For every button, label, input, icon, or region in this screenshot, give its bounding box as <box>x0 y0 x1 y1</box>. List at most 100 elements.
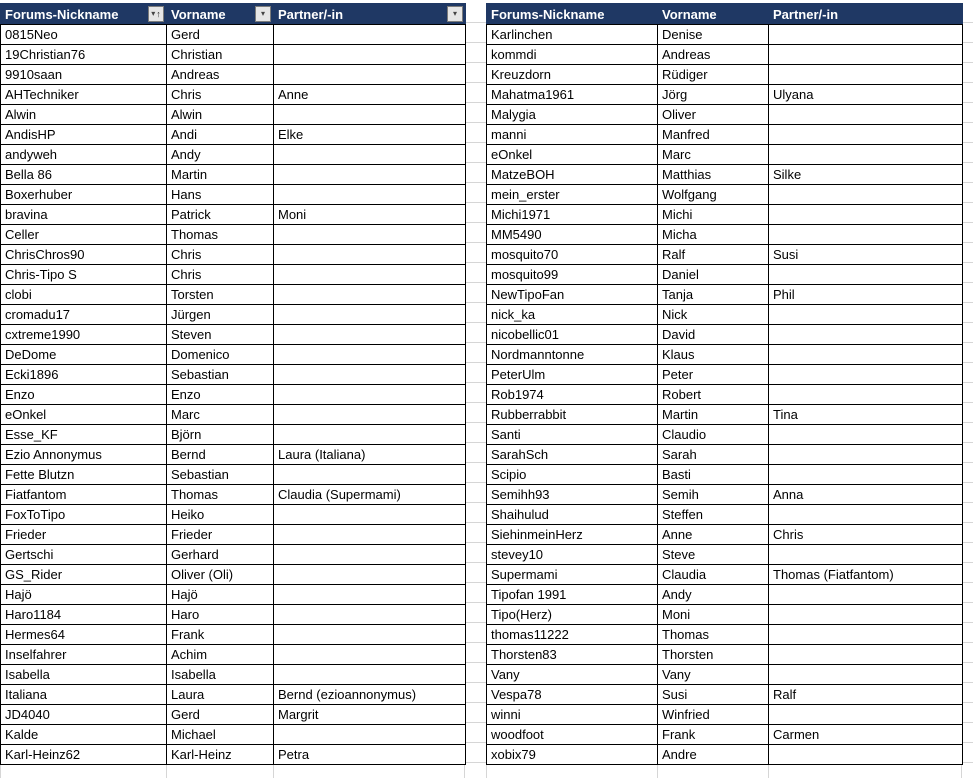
partner-cell[interactable]: Ralf <box>768 684 963 705</box>
nickname-cell[interactable]: Michi1971 <box>486 204 658 225</box>
partner-cell[interactable] <box>273 364 466 385</box>
nickname-cell[interactable]: Haro1184 <box>0 604 167 625</box>
vorname-cell[interactable]: Björn <box>166 424 274 445</box>
vorname-cell[interactable]: Haro <box>166 604 274 625</box>
nickname-cell[interactable]: Santi <box>486 424 658 445</box>
vorname-cell[interactable]: Susi <box>657 684 769 705</box>
partner-cell[interactable] <box>273 104 466 125</box>
vorname-cell[interactable]: Matthias <box>657 164 769 185</box>
nickname-cell[interactable]: FoxToTipo <box>0 504 167 525</box>
nickname-cell[interactable]: xobix79 <box>486 744 658 765</box>
partner-cell[interactable] <box>273 144 466 165</box>
vorname-cell[interactable]: Oliver (Oli) <box>166 564 274 585</box>
vorname-cell[interactable]: Gerd <box>166 24 274 45</box>
vorname-cell[interactable]: Hajö <box>166 584 274 605</box>
vorname-cell[interactable]: Steve <box>657 544 769 565</box>
column-header-partner[interactable]: Partner/-in <box>768 3 963 25</box>
partner-cell[interactable]: Ulyana <box>768 84 963 105</box>
nickname-cell[interactable]: SiehinmeinHerz <box>486 524 658 545</box>
partner-cell[interactable] <box>768 444 963 465</box>
nickname-cell[interactable]: 0815Neo <box>0 24 167 45</box>
nickname-cell[interactable]: Rob1974 <box>486 384 658 405</box>
partner-cell[interactable] <box>768 184 963 205</box>
partner-cell[interactable] <box>768 144 963 165</box>
partner-cell[interactable] <box>273 584 466 605</box>
partner-cell[interactable] <box>273 724 466 745</box>
nickname-cell[interactable]: Kreuzdorn <box>486 64 658 85</box>
vorname-cell[interactable]: Vany <box>657 664 769 685</box>
vorname-cell[interactable]: Chris <box>166 84 274 105</box>
nickname-cell[interactable]: JD4040 <box>0 704 167 725</box>
partner-cell[interactable] <box>768 324 963 345</box>
nickname-cell[interactable]: mosquito99 <box>486 264 658 285</box>
nickname-cell[interactable]: Shaihulud <box>486 504 658 525</box>
nickname-cell[interactable]: MM5490 <box>486 224 658 245</box>
partner-cell[interactable] <box>768 744 963 765</box>
vorname-cell[interactable]: Moni <box>657 604 769 625</box>
vorname-cell[interactable]: Christian <box>166 44 274 65</box>
vorname-cell[interactable]: Steven <box>166 324 274 345</box>
vorname-cell[interactable]: Thorsten <box>657 644 769 665</box>
vorname-cell[interactable]: Martin <box>657 404 769 425</box>
vorname-cell[interactable]: Semih <box>657 484 769 505</box>
nickname-cell[interactable]: AHTechniker <box>0 84 167 105</box>
partner-cell[interactable] <box>273 604 466 625</box>
vorname-cell[interactable]: Klaus <box>657 344 769 365</box>
partner-cell[interactable] <box>273 564 466 585</box>
partner-cell[interactable]: Silke <box>768 164 963 185</box>
vorname-cell[interactable]: Heiko <box>166 504 274 525</box>
vorname-cell[interactable]: Daniel <box>657 264 769 285</box>
partner-cell[interactable]: Moni <box>273 204 466 225</box>
vorname-cell[interactable]: Oliver <box>657 104 769 125</box>
vorname-cell[interactable]: Patrick <box>166 204 274 225</box>
nickname-cell[interactable]: Mahatma1961 <box>486 84 658 105</box>
nickname-cell[interactable]: NewTipoFan <box>486 284 658 305</box>
nickname-cell[interactable]: Celler <box>0 224 167 245</box>
vorname-cell[interactable]: Claudia <box>657 564 769 585</box>
partner-cell[interactable] <box>768 624 963 645</box>
partner-cell[interactable] <box>768 44 963 65</box>
partner-cell[interactable]: Margrit <box>273 704 466 725</box>
nickname-cell[interactable]: Karlinchen <box>486 24 658 45</box>
nickname-cell[interactable]: GS_Rider <box>0 564 167 585</box>
nickname-cell[interactable]: Esse_KF <box>0 424 167 445</box>
partner-cell[interactable] <box>768 584 963 605</box>
nickname-cell[interactable]: eOnkel <box>486 144 658 165</box>
nickname-cell[interactable]: mosquito70 <box>486 244 658 265</box>
nickname-cell[interactable]: nicobellic01 <box>486 324 658 345</box>
partner-cell[interactable] <box>273 624 466 645</box>
nickname-cell[interactable]: Inselfahrer <box>0 644 167 665</box>
partner-cell[interactable] <box>273 344 466 365</box>
vorname-cell[interactable]: Sebastian <box>166 364 274 385</box>
partner-cell[interactable] <box>768 264 963 285</box>
nickname-cell[interactable]: PeterUlm <box>486 364 658 385</box>
partner-cell[interactable] <box>273 464 466 485</box>
partner-cell[interactable] <box>273 664 466 685</box>
vorname-cell[interactable]: Gerhard <box>166 544 274 565</box>
vorname-cell[interactable]: Micha <box>657 224 769 245</box>
column-header-vorname[interactable]: Vorname <box>657 3 769 25</box>
vorname-cell[interactable]: Andreas <box>166 64 274 85</box>
nickname-cell[interactable]: SarahSch <box>486 444 658 465</box>
partner-cell[interactable]: Petra <box>273 744 466 765</box>
vorname-cell[interactable]: Gerd <box>166 704 274 725</box>
nickname-cell[interactable]: kommdi <box>486 44 658 65</box>
partner-cell[interactable] <box>273 524 466 545</box>
vorname-cell[interactable]: Wolfgang <box>657 184 769 205</box>
nickname-cell[interactable]: Fiatfantom <box>0 484 167 505</box>
nickname-cell[interactable]: MatzeBOH <box>486 164 658 185</box>
vorname-cell[interactable]: Michael <box>166 724 274 745</box>
nickname-cell[interactable]: Italiana <box>0 684 167 705</box>
nickname-cell[interactable]: eOnkel <box>0 404 167 425</box>
vorname-cell[interactable]: Andy <box>657 584 769 605</box>
column-header-vorname[interactable]: Vorname ▾ <box>166 3 274 25</box>
vorname-cell[interactable]: Marc <box>166 404 274 425</box>
nickname-cell[interactable]: cxtreme1990 <box>0 324 167 345</box>
partner-cell[interactable] <box>273 184 466 205</box>
partner-cell[interactable] <box>768 604 963 625</box>
partner-cell[interactable] <box>768 704 963 725</box>
nickname-cell[interactable]: AndisHP <box>0 124 167 145</box>
partner-cell[interactable] <box>273 324 466 345</box>
partner-cell[interactable]: Susi <box>768 244 963 265</box>
partner-cell[interactable]: Phil <box>768 284 963 305</box>
